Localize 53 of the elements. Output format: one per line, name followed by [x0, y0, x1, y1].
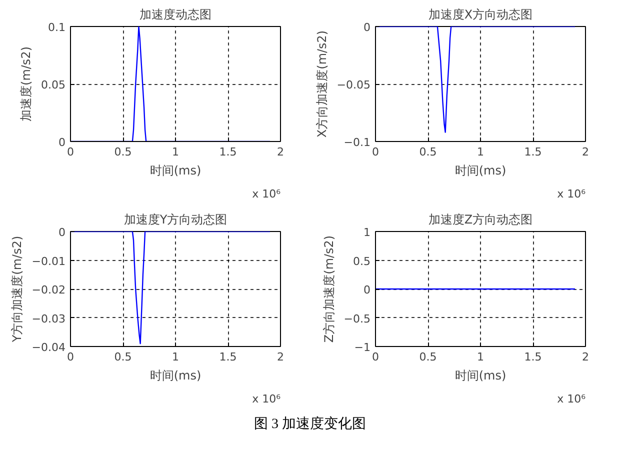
x-tick-label: 1 — [477, 146, 484, 158]
text: x 10⁶ — [557, 188, 586, 200]
x-tick-label: 0.5 — [114, 350, 132, 364]
x-axis-title: 时间(ms) — [150, 164, 202, 178]
y-tick-label: −0.05 — [336, 78, 371, 92]
x-tick-label: 1.5 — [219, 350, 237, 364]
y-tick-label: −0.01 — [32, 254, 66, 268]
caption: 图 3 加速度变化图 — [254, 415, 366, 434]
chart-title: 加速度X方向动态图 — [428, 8, 533, 22]
y-tick-label: −1 — [354, 341, 371, 354]
y-axis-title: Z方向加速度(m/s2) — [322, 235, 336, 343]
x-tick-label: 2 — [277, 350, 284, 364]
y-tick-label: 0.05 — [41, 78, 66, 92]
x-tick-label: 0 — [67, 146, 74, 158]
text: x 10⁶ — [252, 392, 282, 406]
x-axis-title: 时间(ms) — [150, 368, 202, 382]
x-tick-label: 0 — [372, 350, 379, 364]
y-tick-label: 0 — [58, 226, 66, 239]
y-tick-label: 0 — [364, 21, 370, 34]
y-tick-label: −0.02 — [32, 284, 66, 296]
y-tick-label: 0.1 — [48, 21, 66, 34]
y-tick-label: −0.04 — [32, 341, 66, 354]
y-tick-label: 0.5 — [353, 254, 371, 268]
y-tick-label: 0 — [58, 136, 66, 149]
x-tick-label: 0.5 — [419, 146, 437, 158]
x-tick-label: 0 — [67, 350, 74, 364]
x-tick-label: 0.5 — [419, 350, 437, 364]
chart-title: 加速度Z方向动态图 — [428, 212, 533, 226]
x-tick-label: 1 — [172, 146, 179, 158]
y-tick-label: 1 — [364, 226, 370, 239]
y-axis-title: X方向加速度(m/s2) — [314, 30, 329, 138]
x-tick-label: 2 — [277, 146, 284, 158]
y-tick-label: −0.5 — [344, 312, 371, 326]
y-tick-label: −0.1 — [344, 136, 371, 149]
text: x 10⁶ — [252, 188, 282, 200]
x-tick-label: 0.5 — [114, 146, 132, 158]
text: x 10⁶ — [557, 392, 586, 406]
y-axis-title: 加速度(m/s2) — [19, 46, 34, 122]
x-tick-label: 0 — [372, 146, 379, 158]
x-tick-label: 1.5 — [524, 350, 542, 364]
x-tick-label: 2 — [582, 350, 589, 364]
x-tick-label: 2 — [582, 146, 589, 158]
x-axis-title: 时间(ms) — [454, 164, 506, 178]
x-tick-label: 1.5 — [524, 146, 542, 158]
y-tick-label: 0 — [364, 284, 370, 296]
x-axis-title: 时间(ms) — [454, 368, 506, 382]
x-tick-label: 1.5 — [219, 146, 237, 158]
chart-title: 加速度Y方向动态图 — [124, 212, 228, 226]
y-tick-label: −0.03 — [32, 312, 66, 326]
x-tick-label: 1 — [172, 350, 179, 364]
x-tick-label: 1 — [477, 350, 484, 364]
chart-title: 加速度动态图 — [140, 8, 212, 22]
y-axis-title: Y方向加速度(m/s2) — [10, 236, 24, 344]
